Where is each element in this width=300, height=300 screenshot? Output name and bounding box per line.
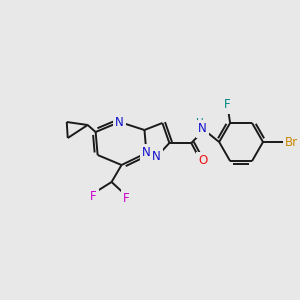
Text: N: N [198,122,207,136]
Text: F: F [123,191,130,205]
Text: N: N [115,116,124,128]
Text: F: F [224,98,230,111]
Text: H: H [196,118,204,128]
Text: N: N [142,146,151,160]
Text: F: F [90,190,97,202]
Text: O: O [199,154,208,167]
Text: Br: Br [285,136,298,148]
Text: N: N [152,151,161,164]
